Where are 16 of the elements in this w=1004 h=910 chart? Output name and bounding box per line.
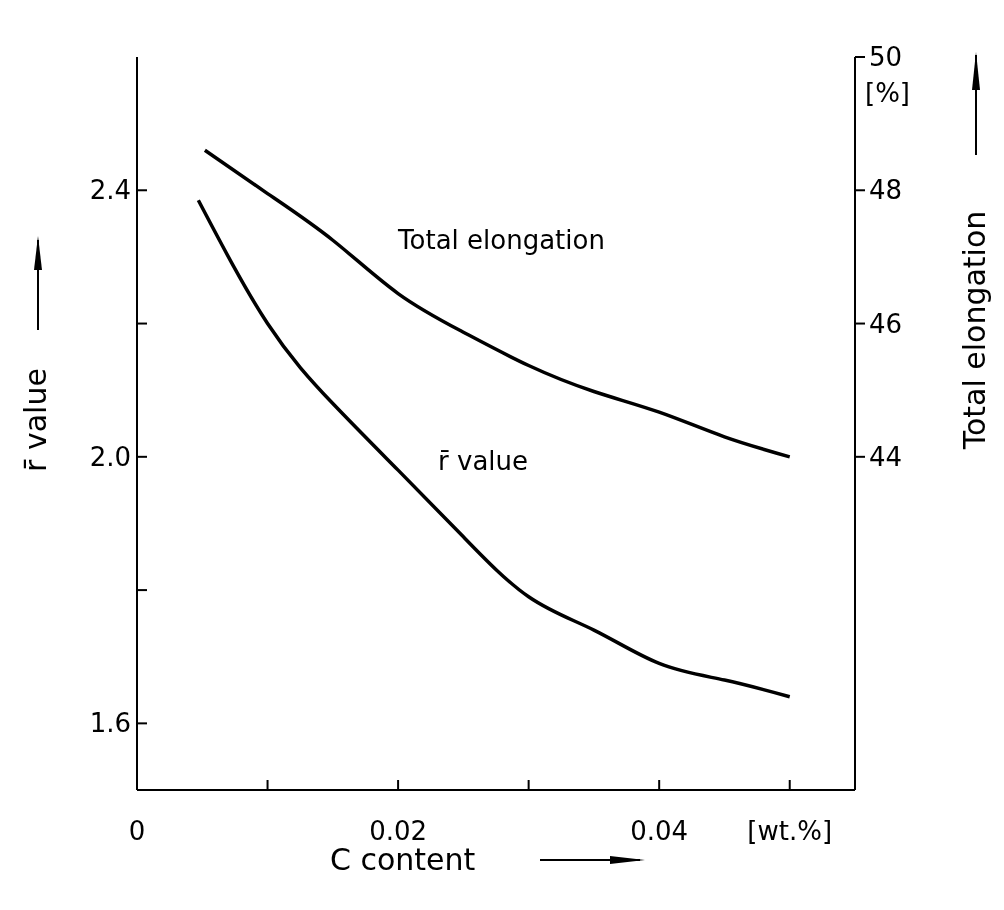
x-tick-label: [wt.%] bbox=[747, 816, 833, 846]
y-tick-label: 2.4 bbox=[89, 175, 131, 206]
x-tick-label: 0.04 bbox=[630, 816, 689, 846]
y-tick-label: 1.6 bbox=[89, 708, 131, 739]
y-tick-label: 2.0 bbox=[89, 441, 131, 472]
y2-axis-title: Total elongation bbox=[957, 210, 992, 451]
y-axis-title: r̄ value bbox=[18, 368, 53, 472]
text: [%] bbox=[865, 78, 910, 108]
x-tick-label: 0 bbox=[128, 816, 146, 846]
y2-tick-label: 44 bbox=[869, 441, 903, 472]
y2-tick-label: 48 bbox=[869, 175, 903, 206]
line-series bbox=[196, 198, 792, 699]
y2-tick-label: 46 bbox=[869, 308, 903, 339]
series-label: Total elongation bbox=[397, 224, 605, 255]
series-label: r̄ value bbox=[438, 446, 529, 477]
y2-tick-label: 50 bbox=[869, 42, 903, 72]
